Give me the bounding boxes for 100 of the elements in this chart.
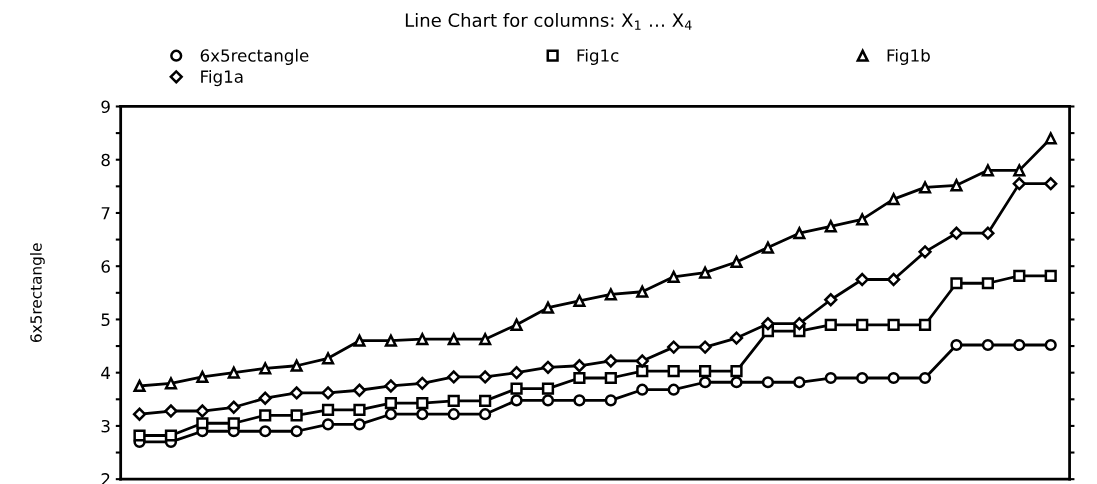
point: [510, 394, 523, 407]
y-tick-label: 6: [101, 260, 110, 273]
point: [132, 407, 147, 421]
point: [918, 181, 932, 194]
point: [572, 359, 587, 373]
point: [981, 338, 994, 352]
point: [636, 383, 649, 396]
point: [133, 429, 146, 442]
point: [321, 352, 335, 365]
point: [290, 359, 303, 372]
point: [950, 277, 963, 290]
point: [698, 266, 712, 279]
point: [887, 371, 900, 385]
point: [353, 403, 366, 417]
point: [573, 394, 586, 407]
point: [321, 386, 335, 400]
point: [761, 376, 775, 389]
point: [856, 213, 869, 226]
point: [824, 318, 837, 331]
y-tick-label: 3: [101, 419, 110, 433]
point: [384, 334, 397, 347]
point: [509, 366, 524, 380]
point: [541, 382, 555, 395]
y-tick-label: 5: [101, 313, 110, 327]
point: [981, 277, 994, 290]
point: [384, 396, 397, 410]
point: [761, 241, 775, 254]
point: [353, 334, 366, 347]
point: [1012, 177, 1026, 191]
point: [1013, 338, 1026, 352]
legend-label: Fig1a: [201, 70, 243, 87]
point: [667, 270, 680, 283]
point: [730, 255, 743, 269]
legend-label: Fig1b: [887, 48, 930, 66]
y-tick-label: 8: [101, 153, 110, 167]
point: [164, 429, 178, 442]
y-axis-title: 6x5rectangle: [30, 243, 45, 343]
point: [573, 371, 586, 385]
point: [510, 318, 523, 331]
point: [1044, 269, 1057, 282]
point: [950, 338, 963, 352]
point: [1013, 269, 1026, 282]
point: [478, 370, 492, 384]
point: [604, 288, 617, 301]
point: [227, 400, 241, 414]
point: [635, 354, 649, 368]
point: [259, 425, 272, 438]
point: [793, 376, 806, 389]
point: [667, 364, 680, 378]
point: [541, 394, 555, 407]
point: [604, 394, 617, 407]
point: [824, 293, 838, 307]
point: [447, 370, 461, 384]
point: [730, 364, 743, 378]
point: [855, 272, 869, 287]
point: [792, 317, 807, 331]
point: [636, 364, 649, 378]
point: [258, 391, 272, 405]
point: [573, 294, 586, 307]
point: [479, 394, 492, 408]
point: [259, 409, 272, 422]
point: [667, 383, 680, 396]
point: [730, 376, 743, 389]
point: [541, 360, 555, 375]
legend-label: 6x5rectangle: [200, 48, 309, 66]
point: [259, 362, 272, 375]
point: [761, 317, 775, 331]
point: [729, 331, 744, 345]
point: [290, 425, 303, 438]
point: [289, 386, 304, 400]
point: [352, 383, 367, 397]
legend-label: Fig1c: [577, 48, 619, 66]
point: [195, 404, 210, 418]
point: [886, 272, 901, 287]
point: [604, 371, 617, 385]
point: [949, 226, 964, 240]
point: [918, 371, 932, 385]
point: [447, 394, 460, 408]
point: [164, 377, 178, 390]
point: [918, 318, 932, 331]
point: [415, 376, 429, 390]
point: [698, 364, 712, 378]
point: [510, 382, 523, 395]
point: [290, 409, 303, 422]
point: [541, 301, 555, 314]
chart-title: Line Chart for columns: X$_{1}$ … X$_{4}$: [405, 13, 692, 30]
y-tick-label: 7: [101, 207, 110, 220]
point: [981, 226, 995, 240]
point: [133, 379, 146, 393]
point: [636, 285, 649, 298]
point: [1044, 177, 1058, 191]
point: [227, 417, 240, 430]
point: [1013, 164, 1026, 177]
point: [447, 408, 460, 421]
point: [384, 408, 397, 421]
point: [856, 371, 869, 385]
point: [353, 418, 366, 431]
point: [1044, 338, 1057, 352]
point: [416, 396, 429, 410]
point: [321, 418, 335, 431]
